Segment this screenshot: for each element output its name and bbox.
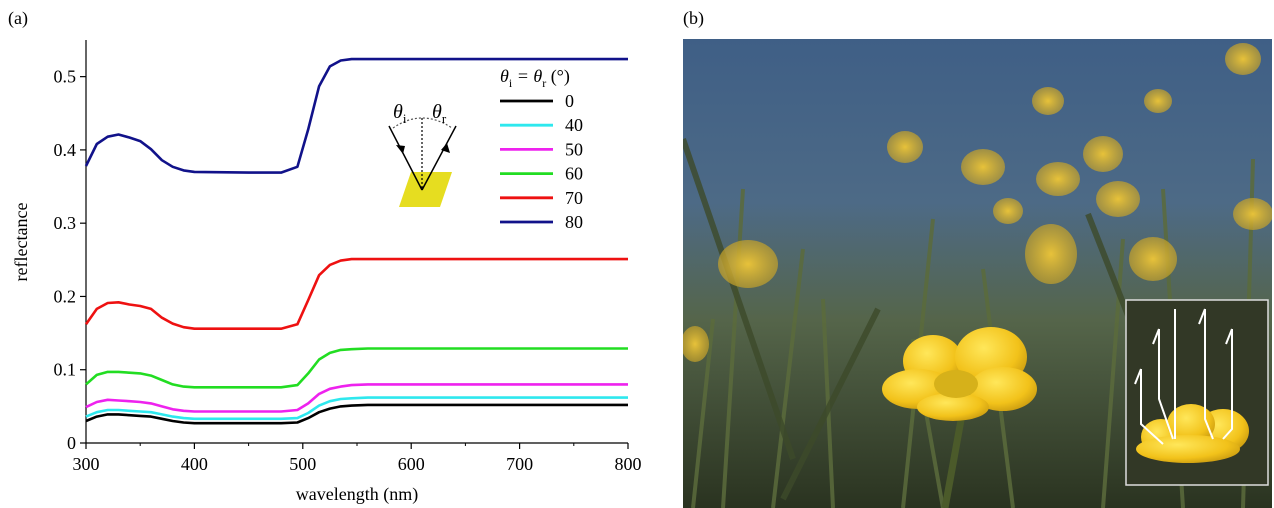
y-ticks: 0 0.1 0.2 0.3 0.4 0.5	[54, 67, 86, 453]
x-tick-label: 800	[615, 454, 642, 474]
x-tick-label: 500	[289, 454, 316, 474]
series-line-70	[84, 257, 628, 330]
panel-label-b: (b)	[683, 8, 704, 28]
x-ticks: 300 400 500 600 700 800	[73, 443, 642, 474]
background-flowers	[683, 43, 1272, 362]
reflected-ray	[421, 125, 457, 191]
y-tick-label: 0.4	[54, 140, 77, 160]
legend: 0 40 50 60 70 80	[500, 91, 583, 232]
main-buttercup	[882, 327, 1037, 508]
legend-label-40: 40	[565, 115, 583, 135]
incident-arrowhead	[396, 145, 405, 154]
legend-label-80: 80	[565, 212, 583, 232]
series-line-50	[85, 383, 628, 413]
sample-patch	[399, 172, 452, 207]
legend-label-60: 60	[565, 164, 583, 184]
y-tick-label: 0.3	[54, 213, 77, 233]
incident-ray	[388, 125, 423, 191]
incidence-diagram: θi θr	[388, 101, 457, 207]
y-tick-label: 0.2	[54, 286, 77, 306]
reflection-inset	[1125, 299, 1269, 486]
series-line-80	[84, 57, 628, 174]
series-lines	[84, 57, 628, 425]
y-tick-label: 0.1	[54, 360, 77, 380]
buttercup-photo	[683, 39, 1272, 508]
legend-label-0: 0	[565, 91, 574, 111]
angle-arc	[392, 117, 453, 129]
x-tick-label: 300	[73, 454, 100, 474]
reflectance-chart: 300 400 500 600 700 800 00.10.20.30.40.5 wave…	[11, 40, 642, 505]
series-line-60	[85, 347, 628, 389]
legend-label-70: 70	[565, 188, 583, 208]
x-tick-label: 400	[181, 454, 208, 474]
series-line-40	[85, 396, 628, 421]
x-axis-title: wavelength (nm)	[296, 484, 418, 505]
y-tick-label: 0.5	[54, 67, 77, 87]
y-axis-title: reflectance	[11, 203, 31, 282]
legend-label-50: 50	[565, 139, 583, 159]
theta-i-label: θi	[393, 101, 407, 126]
legend-title: θi = θr (°)	[500, 66, 570, 90]
series-line-0	[85, 403, 628, 425]
x-tick-label: 600	[398, 454, 425, 474]
x-tick-label: 700	[506, 454, 533, 474]
reflected-arrowhead	[441, 143, 450, 153]
inset-light-rays	[1134, 308, 1233, 445]
y-tick-label: 0	[67, 433, 76, 453]
panel-label-a: (a)	[8, 8, 28, 28]
theta-r-label: θr	[432, 101, 447, 126]
